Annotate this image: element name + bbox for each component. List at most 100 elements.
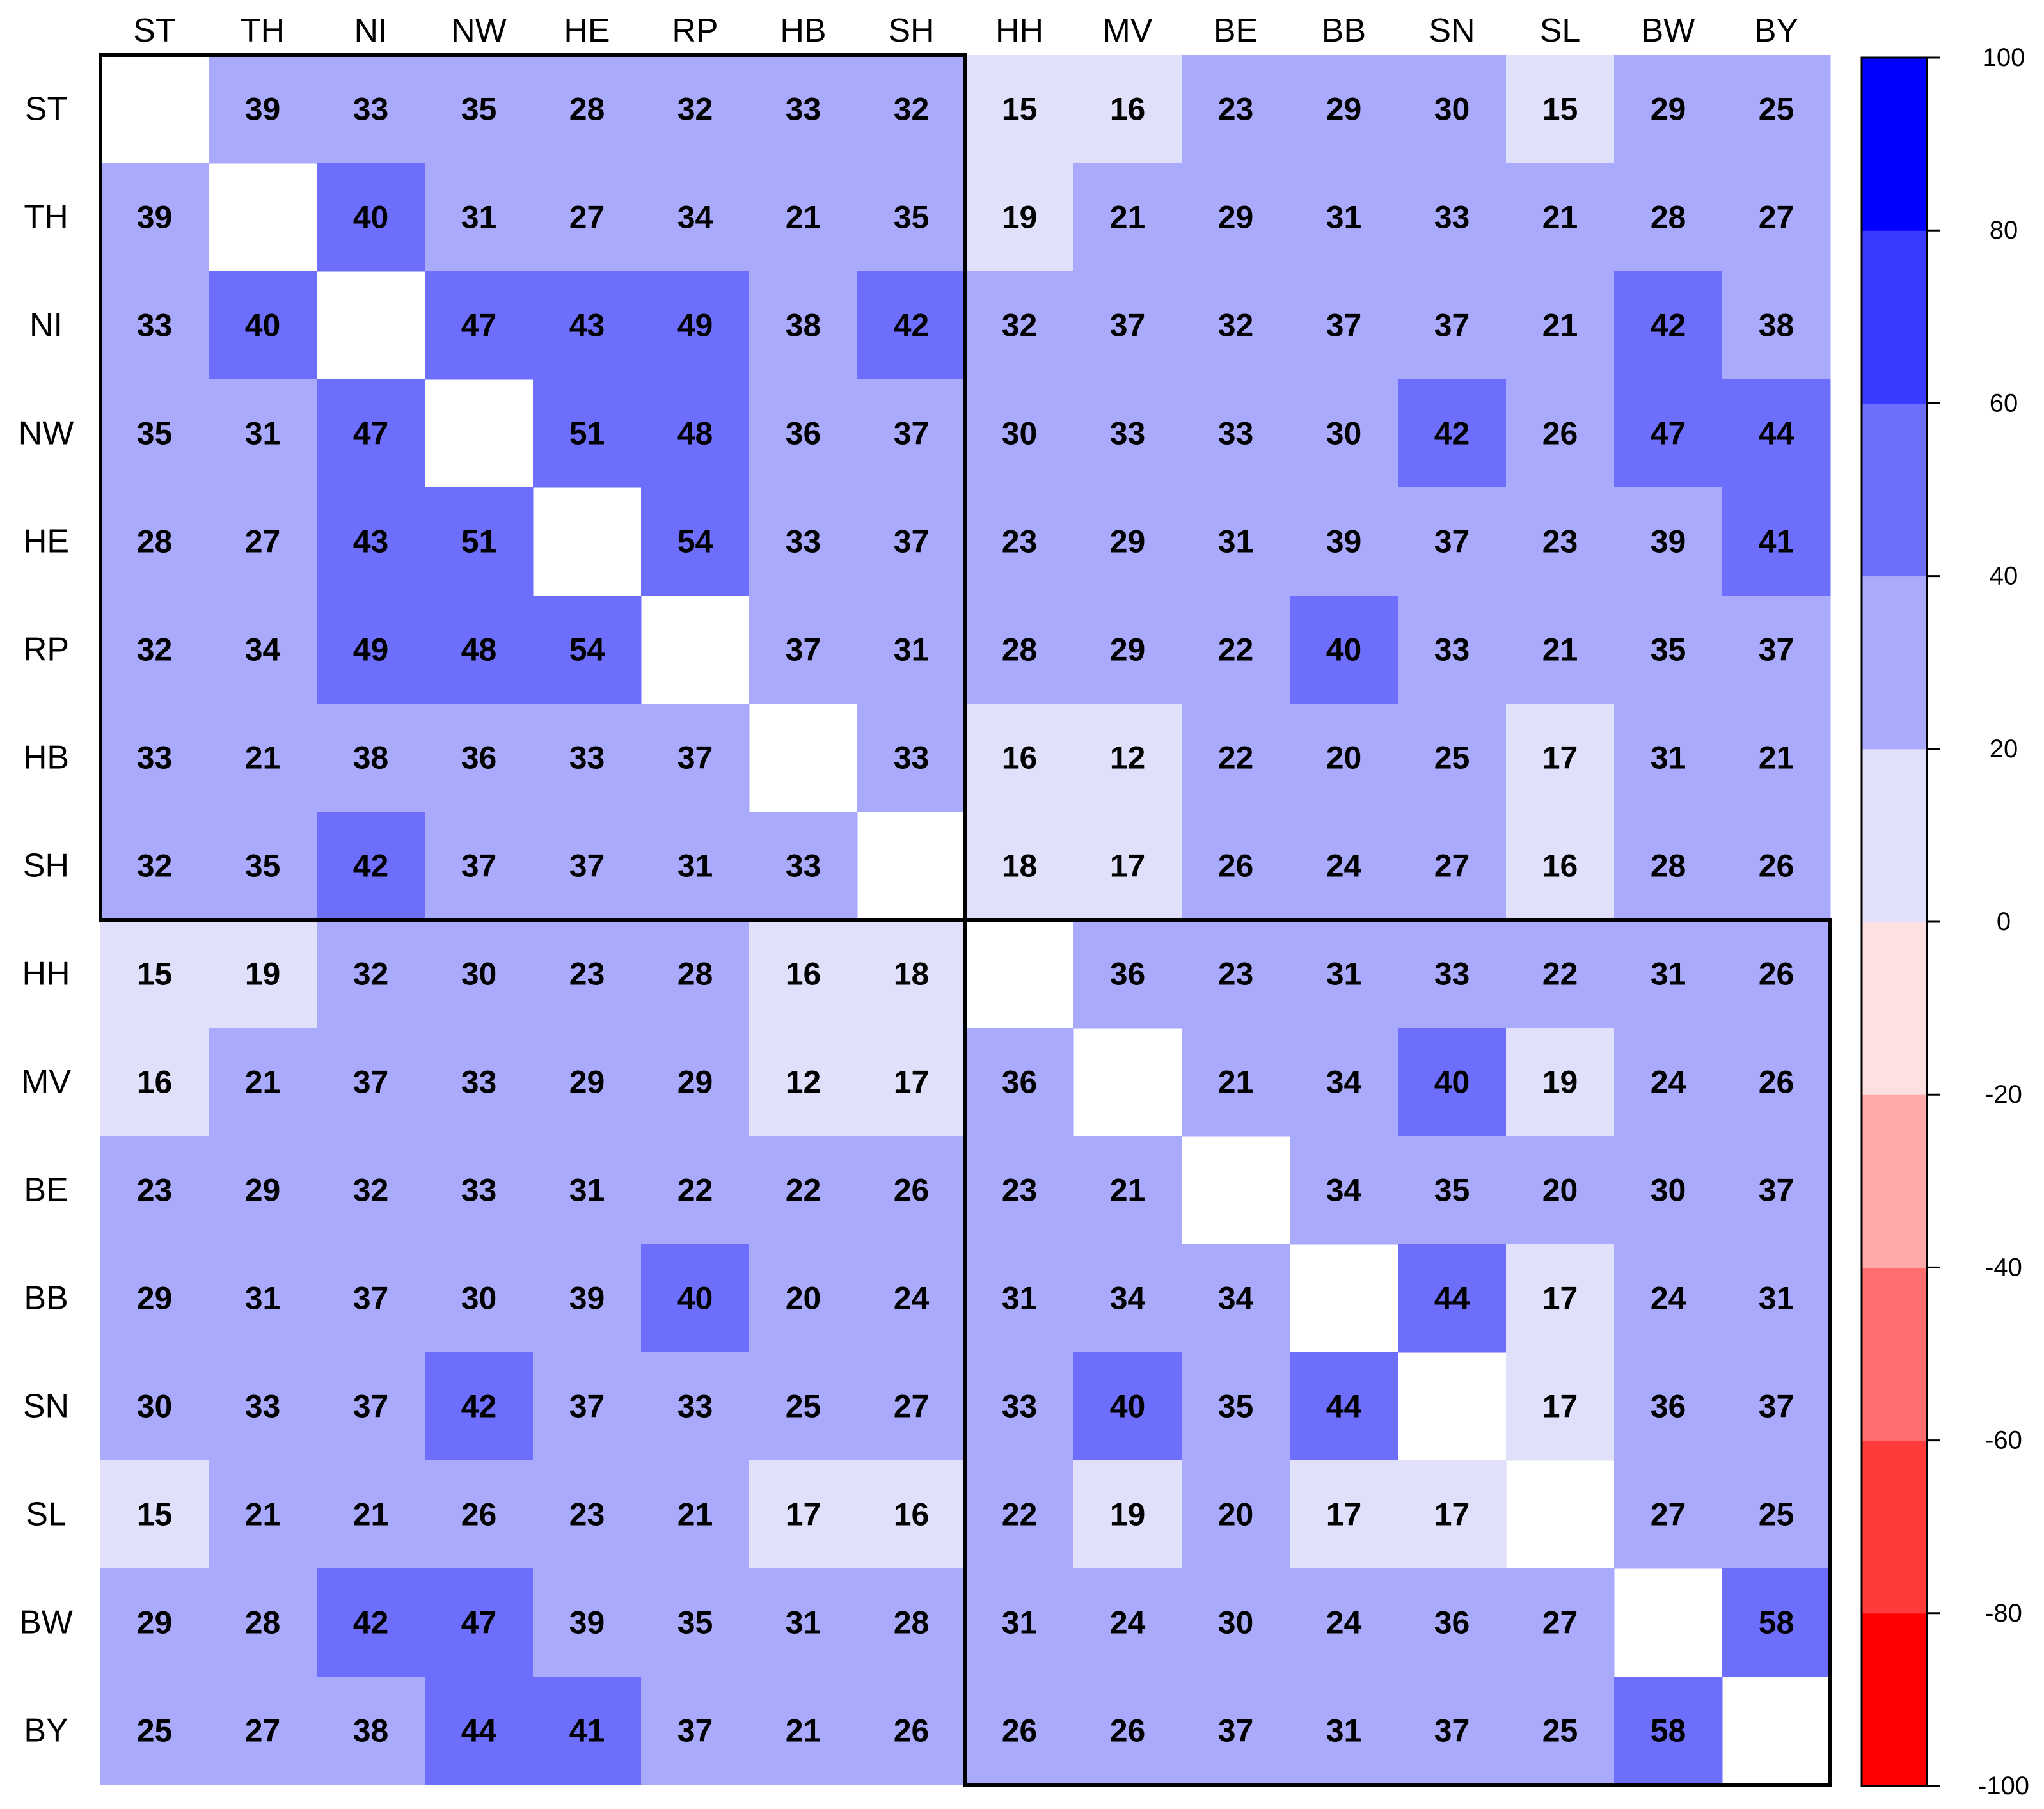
cell-value: 33 <box>137 308 173 344</box>
cell-value: 32 <box>137 848 173 884</box>
cell-value: 42 <box>353 1605 389 1641</box>
colorbar-tick-label: -40 <box>1985 1253 2022 1281</box>
cell-value: 34 <box>677 200 713 235</box>
cell-value: 38 <box>353 740 389 776</box>
cell-value: 40 <box>1326 632 1362 668</box>
x-tick-label: BW <box>1642 12 1695 49</box>
cell <box>209 55 317 164</box>
cell <box>1614 1352 1723 1461</box>
cell-value: 34 <box>245 632 281 668</box>
cell-value: 44 <box>1434 1281 1470 1316</box>
y-tick-label: BY <box>24 1712 68 1750</box>
cell-value: 27 <box>1434 848 1470 884</box>
cell-value: 33 <box>461 1173 497 1208</box>
cell-value: 47 <box>461 1605 497 1641</box>
cell <box>641 1568 750 1677</box>
cell-value: 31 <box>245 416 281 452</box>
cell-value: 38 <box>786 308 821 344</box>
cell <box>749 271 858 380</box>
y-tick-label: SL <box>26 1496 67 1533</box>
cell <box>1506 1568 1615 1677</box>
cell-value: 49 <box>677 308 713 344</box>
cell <box>1614 596 1723 704</box>
cell <box>857 1568 966 1677</box>
cell-value: 37 <box>677 740 713 776</box>
cell <box>317 1136 425 1245</box>
cell-value: 29 <box>1110 632 1146 668</box>
cell-value: 33 <box>1434 956 1470 992</box>
colorbar-bin <box>1862 1440 1927 1614</box>
cell <box>533 271 642 380</box>
cell <box>533 55 642 164</box>
cell-value: 29 <box>1326 91 1362 127</box>
cell <box>965 379 1074 488</box>
cell <box>1398 1677 1507 1785</box>
cell <box>209 812 317 920</box>
cell <box>1614 1028 1723 1137</box>
cell-value: 27 <box>1542 1605 1578 1641</box>
cell-value: 29 <box>137 1605 173 1641</box>
cell-value: 22 <box>1002 1497 1038 1533</box>
cell <box>209 271 317 380</box>
cell-value: 31 <box>894 632 930 668</box>
cell-value: 33 <box>894 740 930 776</box>
cell <box>533 704 642 812</box>
cell-value: 17 <box>1542 1389 1578 1425</box>
cell-value: 30 <box>461 1281 497 1316</box>
cell <box>857 1136 966 1245</box>
cell-value: 12 <box>1110 740 1146 776</box>
cell <box>317 1460 425 1569</box>
cell-value: 58 <box>1759 1605 1794 1641</box>
colorbar-tick-label: -60 <box>1985 1426 2022 1455</box>
cell-value: 44 <box>1326 1389 1362 1425</box>
colorbar-bin <box>1862 576 1927 750</box>
y-tick-label: TH <box>24 199 68 236</box>
cell-value: 16 <box>137 1064 173 1100</box>
cell-value: 23 <box>1002 1173 1038 1208</box>
cell-value: 31 <box>1002 1281 1038 1316</box>
cell <box>641 1244 750 1353</box>
y-tick-label: SN <box>23 1388 69 1425</box>
cell-value: 34 <box>1218 1281 1254 1316</box>
cell-value: 31 <box>1218 524 1254 560</box>
cell-value: 25 <box>1759 1497 1794 1533</box>
cell-value: 21 <box>677 1497 713 1533</box>
cell-value: 15 <box>1002 91 1038 127</box>
cell <box>1614 55 1723 164</box>
cell <box>317 1677 425 1785</box>
cell-value: 26 <box>1759 1064 1794 1100</box>
cell-value: 30 <box>461 956 497 992</box>
cell-value: 28 <box>1651 200 1686 235</box>
colorbar-bin <box>1862 922 1927 1095</box>
cell <box>641 1460 750 1569</box>
cell <box>1073 704 1182 812</box>
cell <box>425 1136 534 1245</box>
cell <box>533 1244 642 1353</box>
colorbar-tick-label: -80 <box>1985 1599 2022 1627</box>
cell-value: 17 <box>1434 1497 1470 1533</box>
cell-value: 26 <box>894 1173 930 1208</box>
cell <box>1290 55 1398 164</box>
cell-value: 24 <box>1326 848 1362 884</box>
cell-value: 31 <box>1326 1713 1362 1749</box>
cell <box>533 596 642 704</box>
cell-value: 37 <box>1110 308 1146 344</box>
cell-value: 22 <box>1542 956 1578 992</box>
colorbar-bin <box>1862 748 1927 922</box>
cell <box>857 1244 966 1353</box>
cell <box>1290 1677 1398 1785</box>
cell <box>749 920 858 1029</box>
cell <box>100 163 209 272</box>
cell-value: 39 <box>569 1605 605 1641</box>
cell <box>425 1568 534 1677</box>
cell-value: 33 <box>786 524 821 560</box>
cell <box>1614 379 1723 488</box>
cell-value: 32 <box>1218 308 1254 344</box>
cell-value: 35 <box>1434 1173 1470 1208</box>
cell <box>1506 379 1615 488</box>
cell <box>1506 487 1615 596</box>
y-tick-label: MV <box>21 1064 71 1101</box>
cell <box>965 1244 1074 1353</box>
cell <box>1290 271 1398 380</box>
